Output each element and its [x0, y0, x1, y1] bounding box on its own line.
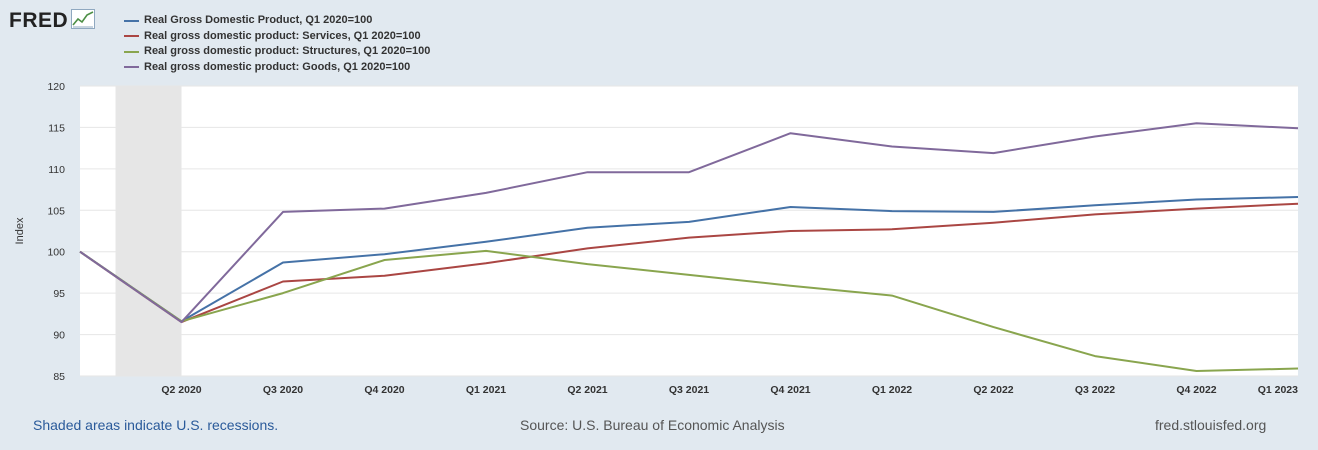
legend-label: Real gross domestic product: Services, Q… — [144, 29, 421, 42]
y-tick-label: 105 — [47, 205, 65, 217]
x-tick-label: Q4 2020 — [364, 384, 404, 396]
y-tick-label: 90 — [53, 330, 65, 342]
x-tick-label: Q3 2022 — [1075, 384, 1115, 396]
recession-shading — [115, 86, 182, 376]
x-axis-ticks: Q2 2020 Q3 2020 Q4 2020 Q1 2021 Q2 2021 Q3 20… — [161, 384, 1298, 396]
x-tick-label: Q1 2023 — [1258, 384, 1298, 396]
series-line-3 — [79, 249, 1299, 372]
y-tick-label: 95 — [53, 288, 65, 300]
legend-label: Real gross domestic product: Goods, Q1 2… — [144, 60, 411, 73]
legend-item-1[interactable]: Real Gross Domestic Product, Q1 2020=100 — [124, 13, 430, 29]
legend-item-2[interactable]: Real gross domestic product: Services, Q… — [124, 29, 430, 45]
legend-item-3[interactable]: Real gross domestic product: Structures,… — [124, 44, 430, 60]
series-line-1 — [79, 196, 1299, 323]
legend-label: Real gross domestic product: Structures,… — [144, 45, 431, 57]
y-tick-label: 85 — [53, 371, 65, 383]
y-axis-ticks: 85 90 95 100 105 110 115 120 — [47, 81, 65, 383]
plot-area — [80, 86, 1298, 376]
legend-swatch — [124, 66, 139, 69]
x-tick-label: Q1 2021 — [466, 384, 506, 396]
y-axis-label: Index — [14, 217, 26, 244]
x-tick-label: Q4 2022 — [1176, 384, 1216, 396]
recession-note: Shaded areas indicate U.S. recessions. — [33, 417, 279, 433]
recession-band — [115, 86, 182, 376]
brand-name: FRED — [9, 9, 69, 32]
fred-logo[interactable]: FRED — [9, 8, 96, 34]
legend-label: Real Gross Domestic Product, Q1 2020=100 — [144, 14, 373, 26]
x-tick-label: Q4 2021 — [770, 384, 810, 396]
series-line-4 — [79, 122, 1299, 324]
x-tick-label: Q3 2020 — [263, 384, 303, 396]
legend-swatch — [124, 35, 139, 38]
x-tick-label: Q2 2021 — [567, 384, 607, 396]
fred-chart-icon — [71, 8, 96, 34]
chart-legend: Real Gross Domestic Product, Q1 2020=100… — [124, 13, 430, 75]
legend-swatch — [124, 19, 139, 22]
legend-item-4[interactable]: Real gross domestic product: Goods, Q1 2… — [124, 60, 430, 76]
source-note: Source: U.S. Bureau of Economic Analysis — [520, 417, 785, 433]
y-tick-label: 120 — [47, 81, 65, 93]
legend-swatch — [124, 50, 139, 53]
x-tick-label: Q3 2021 — [669, 384, 709, 396]
y-tick-label: 110 — [48, 164, 65, 176]
y-tick-label: 100 — [47, 247, 65, 259]
line-chart: 85 90 95 100 105 110 115 120 Q2 2020 Q3 2020 Q4 2… — [14, 81, 1299, 396]
series-line-2 — [79, 202, 1299, 324]
x-tick-label: Q2 2022 — [973, 384, 1013, 396]
x-tick-label: Q2 2020 — [161, 384, 201, 396]
gridlines — [80, 85, 1298, 377]
y-tick-label: 115 — [48, 122, 65, 134]
site-url[interactable]: fred.stlouisfed.org — [1155, 417, 1267, 433]
x-tick-label: Q1 2022 — [872, 384, 912, 396]
series-lines — [79, 122, 1299, 372]
